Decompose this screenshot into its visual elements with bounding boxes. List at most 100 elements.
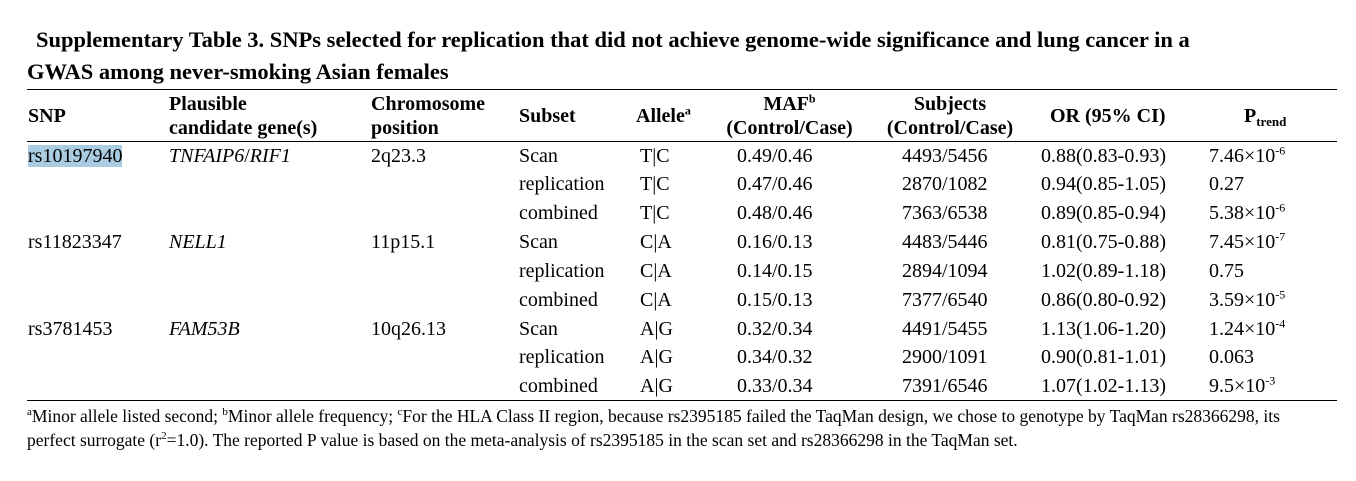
chromosome-position: 10q26.13 (371, 318, 446, 340)
p-exponent: -3 (1265, 373, 1276, 388)
title-line-2: GWAS among never-smoking Asian females (27, 59, 449, 84)
header-subjects-line1: Subjects (913, 93, 987, 115)
p-exponent: -4 (1275, 316, 1286, 331)
subjects-cell: 4493/5456 (902, 145, 988, 167)
subjects-cell: 4483/5446 (902, 231, 988, 253)
p-value: 7.45×10 (1209, 231, 1276, 253)
allele-cell: T|C (640, 173, 670, 195)
subset-cell: replication (519, 346, 605, 368)
subjects-cell: 2870/1082 (902, 173, 988, 195)
p-value: 9.5×10 (1209, 375, 1266, 397)
footnote-r-squared: 2 (161, 430, 167, 443)
p-trend-cell: 7.45×10-7 (1209, 230, 1285, 254)
header-maf-line2: (Control/Case) (726, 117, 853, 139)
subset-cell: combined (519, 289, 598, 311)
header-top-rule (27, 89, 1337, 90)
gene-name: TNFAIP6 (169, 145, 245, 167)
subjects-cell: 2894/1094 (902, 260, 988, 282)
header-maf-line1: MAFb (712, 92, 867, 116)
subjects-cell: 7363/6538 (902, 202, 988, 224)
gene-name-2: RIF1 (249, 145, 291, 167)
p-value: 0.063 (1209, 346, 1254, 368)
snp-id[interactable]: rs10197940 (28, 144, 123, 168)
maf-cell: 0.14/0.15 (737, 260, 813, 282)
allele-cell: A|G (640, 346, 673, 368)
p-trend-cell: 0.27 (1209, 172, 1244, 196)
header-subjects: Subjects (Control/Case) (876, 92, 1024, 140)
or-cell: 0.94(0.85-1.05) (1041, 173, 1166, 195)
subjects-cell: 4491/5455 (902, 318, 988, 340)
subjects-cell: 7377/6540 (902, 289, 988, 311)
header-p-sub: trend (1256, 114, 1287, 129)
subset-cell: combined (519, 202, 598, 224)
header-p-text: P (1244, 105, 1257, 127)
header-chrom-line2: position (371, 117, 439, 139)
p-value: 5.38×10 (1209, 202, 1276, 224)
allele-cell: C|A (640, 289, 672, 311)
header-chrom-line1: Chromosome (371, 93, 486, 115)
header-gene-line1: Plausible (169, 93, 247, 115)
allele-cell: C|A (640, 260, 672, 282)
p-value: 7.46×10 (1209, 145, 1276, 167)
maf-cell: 0.15/0.13 (737, 289, 813, 311)
maf-cell: 0.16/0.13 (737, 231, 813, 253)
subset-cell: replication (519, 260, 605, 282)
header-chromosome: Chromosome position (371, 92, 485, 140)
chromosome-position: 11p15.1 (371, 231, 436, 253)
or-cell: 1.13(1.06-1.20) (1041, 318, 1166, 340)
title-line-1: Supplementary Table 3. SNPs selected for… (36, 27, 1190, 52)
allele-cell: C|A (640, 231, 672, 253)
header-allele: Allelea (636, 104, 691, 128)
header-gene: Plausible candidate gene(s) (169, 92, 317, 140)
header-allele-sup: a (684, 103, 691, 118)
p-trend-cell: 5.38×10-6 (1209, 201, 1285, 225)
allele-cell: T|C (640, 145, 670, 167)
maf-cell: 0.32/0.34 (737, 318, 813, 340)
allele-cell: A|G (640, 375, 673, 397)
footnote-c-text-2: =1.0). The reported P value is based on … (166, 430, 1018, 450)
p-exponent: -7 (1275, 229, 1286, 244)
table-bottom-rule (27, 400, 1337, 401)
p-exponent: -6 (1275, 200, 1286, 215)
gene-separator: / (244, 145, 250, 167)
snp-id[interactable]: rs11823347 (28, 231, 122, 253)
subset-cell: combined (519, 375, 598, 397)
maf-cell: 0.34/0.32 (737, 346, 813, 368)
p-trend-cell: 9.5×10-3 (1209, 374, 1275, 398)
or-cell: 1.07(1.02-1.13) (1041, 375, 1166, 397)
or-cell: 0.89(0.85-0.94) (1041, 202, 1166, 224)
table-title: Supplementary Table 3. SNPs selected for… (27, 24, 1327, 88)
header-or: OR (95% CI) (1050, 105, 1166, 127)
candidate-gene: NELL1 (169, 231, 227, 253)
snp-id-text: rs10197940 (28, 145, 123, 167)
p-trend-cell: 0.75 (1209, 259, 1244, 283)
maf-cell: 0.49/0.46 (737, 145, 813, 167)
header-subset: Subset (519, 105, 576, 127)
p-trend-cell: 7.46×10-6 (1209, 144, 1285, 168)
maf-cell: 0.33/0.34 (737, 375, 813, 397)
subset-cell: Scan (519, 145, 558, 167)
header-maf-text: MAF (763, 93, 809, 115)
header-subjects-line2: (Control/Case) (886, 117, 1014, 139)
table-footnote: aMinor allele listed second; bMinor alle… (27, 404, 1327, 452)
or-cell: 0.81(0.75-0.88) (1041, 231, 1166, 253)
footnote-a-mark: a (27, 406, 32, 419)
header-snp: SNP (28, 105, 66, 127)
snp-id[interactable]: rs3781453 (28, 318, 113, 340)
maf-cell: 0.47/0.46 (737, 173, 813, 195)
subset-cell: replication (519, 173, 605, 195)
subjects-cell: 2900/1091 (902, 346, 988, 368)
p-value: 1.24×10 (1209, 318, 1276, 340)
p-trend-cell: 3.59×10-5 (1209, 288, 1285, 312)
footnote-a-text: Minor allele listed second; (31, 406, 223, 426)
or-cell: 0.88(0.83-0.93) (1041, 145, 1166, 167)
subjects-cell: 7391/6546 (902, 375, 988, 397)
subset-cell: Scan (519, 318, 558, 340)
header-p-trend: Ptrend (1244, 104, 1286, 128)
p-exponent: -6 (1275, 143, 1286, 158)
maf-cell: 0.48/0.46 (737, 202, 813, 224)
footnote-c-text-1: For the HLA Class II region, because rs2… (27, 406, 1280, 450)
header-gene-line2: candidate gene(s) (169, 117, 318, 139)
p-trend-cell: 1.24×10-4 (1209, 317, 1285, 341)
header-allele-text: Allele (636, 105, 685, 127)
